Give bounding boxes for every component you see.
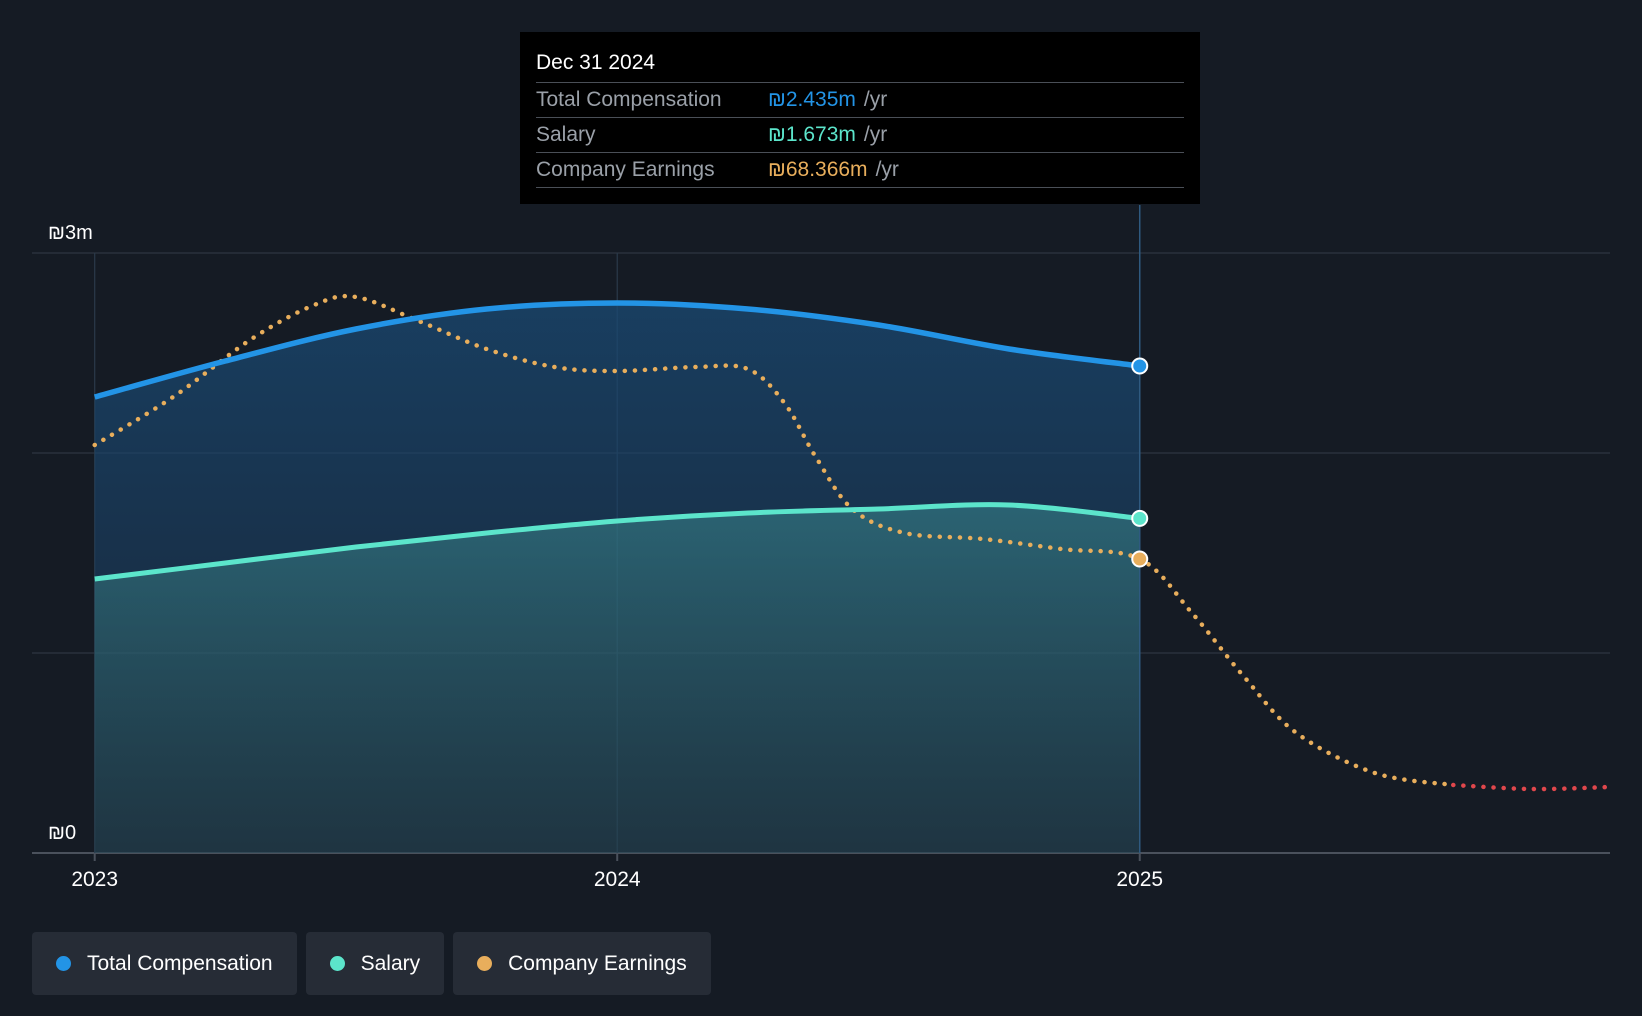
legend-label: Total Compensation <box>87 951 273 975</box>
tooltip-date: Dec 31 2024 <box>536 51 656 74</box>
company-earnings-marker <box>1131 550 1149 568</box>
y-tick-label: ₪0 <box>48 822 76 844</box>
x-tick-label: 2025 <box>1116 868 1163 891</box>
legend: Total Compensation Salary Company Earnin… <box>32 932 711 995</box>
tooltip-value: ₪1.673m <box>768 123 856 146</box>
tooltip: Dec 31 2024 Total Compensation ₪2.435m /… <box>520 32 1200 204</box>
salary-line <box>94 502 1140 582</box>
tooltip-label: Company Earnings <box>536 158 715 181</box>
legend-dot-icon <box>56 956 71 971</box>
x-tick-label: 2024 <box>594 868 641 891</box>
highlight-markers <box>1131 357 1149 568</box>
tooltip-unit: /yr <box>875 158 899 181</box>
legend-item-salary[interactable]: Salary <box>305 932 445 995</box>
company-earnings-line <box>92 293 1456 788</box>
tooltip-label: Salary <box>536 123 596 146</box>
legend-dot-icon <box>329 956 345 971</box>
tooltip-row-total-compensation: Total Compensation ₪2.435m /yr <box>536 82 1184 117</box>
salary-area <box>94 504 1140 853</box>
axes: ₪0 ₪3m 2023 2024 2025 <box>48 222 1163 891</box>
tooltip-row-company-earnings: Company Earnings ₪68.366m /yr <box>536 152 1184 188</box>
tooltip-label: Total Compensation <box>536 88 722 111</box>
legend-item-total-compensation[interactable]: Total Compensation <box>32 932 297 995</box>
total-compensation-line <box>93 300 1141 400</box>
x-tick-label: 2023 <box>71 868 118 891</box>
company-earnings-forecast-line <box>1450 782 1613 792</box>
tooltip-unit: /yr <box>863 123 888 146</box>
tooltip-row-salary: Salary ₪1.673m /yr <box>536 117 1184 152</box>
legend-label: Company Earnings <box>508 951 687 975</box>
tooltip-unit: /yr <box>863 88 888 111</box>
salary-marker <box>1131 509 1149 527</box>
y-tick-label: ₪3m <box>48 222 93 244</box>
total-compensation-marker <box>1131 357 1149 375</box>
tooltip-value: ₪68.366m <box>768 158 868 181</box>
tooltip-value: ₪2.435m <box>768 88 856 111</box>
series-lines <box>92 205 1613 853</box>
legend-dot-icon <box>477 956 493 971</box>
legend-item-company-earnings[interactable]: Company Earnings <box>453 932 711 995</box>
area-fills <box>94 303 1140 853</box>
legend-label: Salary <box>360 951 421 975</box>
